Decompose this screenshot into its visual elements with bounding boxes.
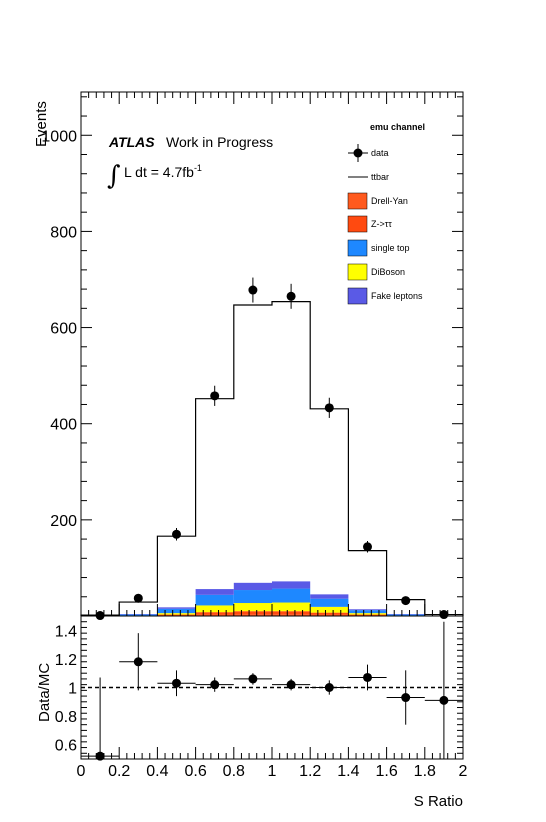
legend: emu channel data ttbar Drell-Yan Z->ττ single… — [347, 122, 425, 305]
bar-drell-yan-bin-5 — [272, 614, 311, 616]
bar-diboson-bin-7 — [348, 613, 387, 615]
legend-label-data: data — [371, 148, 389, 158]
bar-diboson-bin-5 — [272, 602, 311, 612]
legend-swatch-drell-yan — [347, 192, 368, 210]
ratio-panel: 0.6 0.8 1 1.2 1.4 0 0.2 0.4 0.6 0.8 1 1.2 1.4 1.6 1.8 2 — [55, 615, 468, 780]
lumi-integral-symbol: ∫ — [107, 161, 121, 191]
bar-single-top-bin-7 — [348, 610, 387, 614]
data-point-5 — [286, 291, 296, 301]
data-point-1 — [133, 593, 143, 603]
legend-title: emu channel — [370, 122, 425, 132]
ratio-point-6 — [324, 683, 334, 692]
bar-single-top-bin-2 — [157, 608, 196, 614]
bar-diboson-bin-2 — [157, 613, 196, 615]
bar-drell-yan-bin-4 — [233, 614, 272, 616]
ratio-y-tick-label-0.6: 0.6 — [55, 738, 77, 755]
data-point-6 — [324, 403, 334, 413]
bar-diboson-bin-6 — [310, 606, 349, 613]
legend-marker-data — [353, 148, 363, 158]
bar-fake-leptons-bin-5 — [272, 581, 311, 589]
x-tick-label-0.2: 0.2 — [108, 763, 130, 780]
ratio-point-1 — [133, 657, 143, 667]
legend-label-ttbar: ttbar — [371, 172, 389, 182]
legend-swatch-z- — [347, 215, 368, 233]
ratio-point-2 — [172, 678, 181, 688]
y-axis-title-ratio: Data/MC — [36, 663, 53, 722]
x-tick-label-0: 0 — [77, 763, 86, 780]
legend-label-z-: Z->ττ — [371, 219, 392, 229]
bar-single-top-bin-6 — [310, 598, 349, 607]
y-axis-title-main: Events — [33, 101, 50, 147]
data-point-8 — [401, 596, 411, 606]
work-in-progress-label: Work in Progress — [166, 134, 273, 150]
legend-label-drell-yan: Drell-Yan — [371, 196, 408, 206]
ratio-point-3 — [210, 680, 220, 690]
ratio-y-tick-label-1: 1 — [68, 681, 77, 698]
x-axis-title: S Ratio — [414, 793, 463, 810]
legend-swatch-fake-leptons — [347, 287, 368, 305]
x-tick-label-2: 2 — [459, 763, 468, 780]
bar-fake-leptons-bin-7 — [348, 609, 387, 611]
bar-single-top-bin-3 — [195, 594, 234, 606]
bar-single-top-bin-8 — [386, 614, 425, 616]
ratio-point-8 — [401, 693, 411, 703]
labels: Events Data/MC S Ratio ATLAS Work in Pro… — [33, 101, 463, 810]
bar-single-top-bin-1 — [119, 614, 158, 616]
ratio-point-7 — [363, 672, 372, 682]
bar-z--bin-6 — [310, 612, 349, 615]
x-tick-label-0.4: 0.4 — [146, 763, 168, 780]
bar-z--bin-5 — [272, 611, 311, 615]
bar-drell-yan-bin-3 — [195, 614, 234, 616]
bar-z--bin-4 — [233, 611, 272, 615]
y-tick-label-800: 800 — [50, 224, 77, 241]
lumi-value: L dt = 4.7fb — [124, 164, 194, 180]
data-point-7 — [363, 542, 372, 552]
ratio-y-tick-label-0.8: 0.8 — [55, 709, 77, 726]
ratio-point-0 — [95, 751, 105, 761]
bar-z--bin-7 — [348, 614, 387, 616]
atlas-label: ATLAS — [108, 134, 155, 150]
bar-drell-yan-bin-6 — [310, 614, 349, 616]
ratio-y-tick-label-1.2: 1.2 — [55, 652, 77, 669]
x-tick-label-0.6: 0.6 — [184, 763, 206, 780]
y-tick-label-400: 400 — [50, 417, 77, 434]
legend-label-single-top: single top — [371, 243, 410, 253]
x-tick-label-1.6: 1.6 — [375, 763, 397, 780]
bar-z--bin-3 — [195, 612, 234, 615]
x-tick-label-0.8: 0.8 — [223, 763, 245, 780]
legend-label-fake-leptons: Fake leptons — [371, 291, 423, 301]
y-tick-label-1000: 1000 — [41, 128, 77, 145]
ratio-point-5 — [286, 680, 296, 690]
ratio-point-9 — [439, 695, 449, 705]
x-tick-label-1.8: 1.8 — [414, 763, 436, 780]
x-tick-label-1: 1 — [268, 763, 277, 780]
y-tick-label-200: 200 — [50, 513, 77, 530]
data-point-9 — [439, 610, 449, 620]
main-panel: 200 400 600 800 1000 — [41, 91, 464, 621]
bar-single-top-bin-5 — [272, 588, 311, 603]
x-tick-label-1.4: 1.4 — [337, 763, 359, 780]
ratio-point-4 — [248, 674, 258, 684]
bar-fake-leptons-bin-4 — [233, 582, 272, 591]
ratio-y-tick-label-1.4: 1.4 — [55, 623, 77, 640]
y-tick-label-600: 600 — [50, 321, 77, 338]
legend-label-diboson: DiBoson — [371, 267, 405, 277]
data-point-3 — [210, 391, 220, 401]
bar-fake-leptons-bin-6 — [310, 594, 349, 599]
bar-diboson-bin-3 — [195, 605, 234, 613]
legend-swatch-single-top — [347, 239, 368, 257]
bar-z--bin-2 — [157, 614, 196, 616]
bar-fake-leptons-bin-3 — [195, 589, 234, 595]
data-point-4 — [248, 285, 258, 295]
bar-diboson-bin-4 — [233, 603, 272, 612]
data-point-2 — [172, 529, 181, 539]
ttbar-total-outline — [80, 301, 464, 616]
bar-single-top-bin-4 — [233, 590, 272, 604]
lumi-superscript: -1 — [194, 163, 202, 173]
bar-fake-leptons-bin-2 — [157, 607, 196, 609]
legend-swatch-diboson — [347, 263, 368, 281]
lumi-text: L dt = 4.7fb-1 — [124, 163, 202, 180]
x-tick-label-1.2: 1.2 — [299, 763, 321, 780]
